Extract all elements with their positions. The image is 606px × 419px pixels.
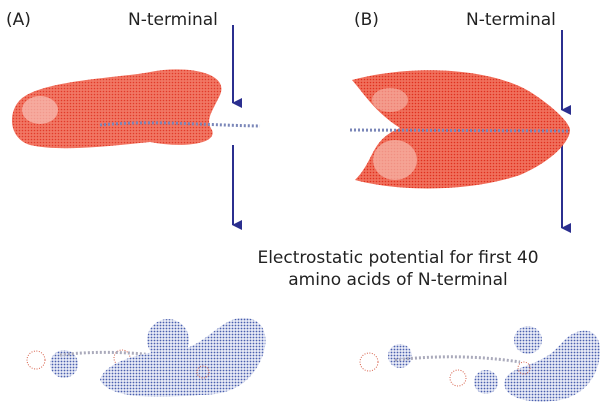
caption: Electrostatic potential for first 40 xyxy=(257,248,538,268)
arrow-label: N-terminal xyxy=(466,10,556,30)
caption: amino acids of N-terminal xyxy=(288,270,507,290)
electrostatic-map xyxy=(360,326,600,402)
page: {"panels": [{"label": "(A)", "arrow_labe… xyxy=(0,0,606,419)
panel-label: (B) xyxy=(354,10,379,30)
protein-surface xyxy=(350,70,570,188)
arrow-label: N-terminal xyxy=(128,10,218,30)
panel-label: (A) xyxy=(6,10,31,30)
figure: (A) N-terminal (B) N-terminal Electrosta… xyxy=(0,0,606,419)
electrostatic-map xyxy=(27,318,265,397)
protein-surface xyxy=(12,69,260,148)
